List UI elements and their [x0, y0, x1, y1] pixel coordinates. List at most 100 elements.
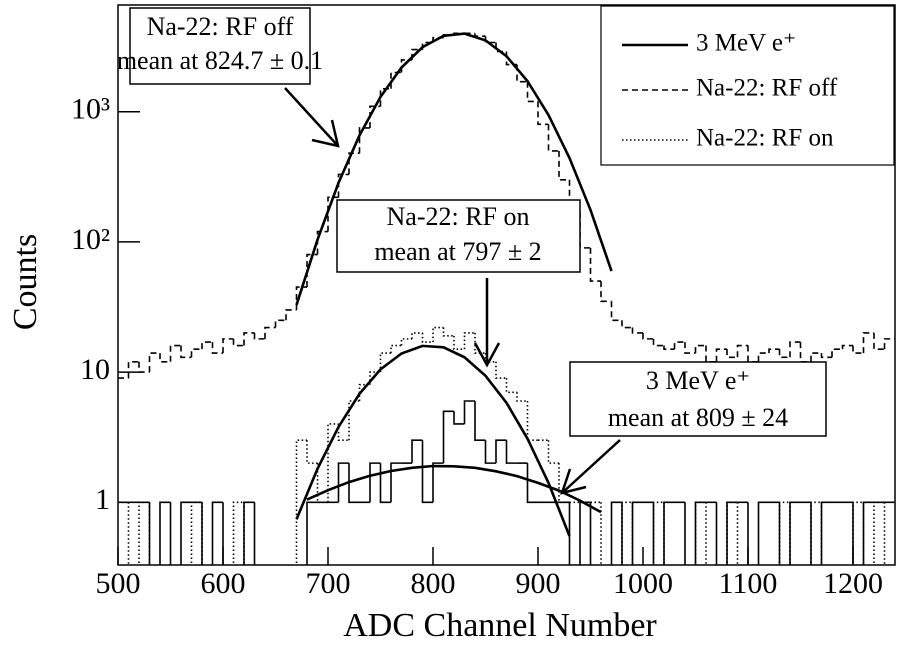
histogram-bin [222, 502, 224, 565]
histogram-bin [369, 105, 381, 128]
histogram-bin [652, 501, 664, 565]
histogram-bin [222, 338, 234, 354]
histogram-bin [873, 332, 885, 350]
histogram-bin [421, 440, 433, 504]
legend-label: Na-22: RF on [696, 125, 834, 152]
histogram-bin [526, 400, 538, 441]
histogram-bin [547, 124, 559, 152]
histogram-bin [358, 127, 370, 154]
histogram-bin [768, 348, 780, 354]
histogram-bin [558, 463, 570, 504]
histogram-bin [810, 352, 822, 362]
histogram-bin [736, 344, 748, 358]
arrow [284, 87, 339, 147]
x-tick-label: 700 [306, 567, 351, 600]
legend-box [600, 5, 895, 166]
annotation: Na-22: RF off mean at 824.7 ± 0.1 [117, 7, 340, 148]
histogram-bin [642, 332, 654, 340]
legend-label: Na-22: RF off [696, 75, 838, 102]
histogram-bin [348, 152, 360, 175]
histogram-bin [495, 42, 507, 53]
y-tick-label: 10² [71, 223, 110, 256]
histogram-bin [757, 501, 769, 565]
histogram-bin [316, 463, 328, 504]
histogram-bin [505, 440, 517, 464]
histogram-bin [463, 332, 475, 350]
histogram-bin [474, 400, 486, 441]
y-tick-label: 10³ [71, 93, 110, 126]
histogram-bin [589, 502, 592, 565]
histogram-bin [316, 230, 328, 255]
histogram-bin [474, 332, 486, 354]
histogram-bin [232, 338, 244, 347]
histogram-bin [127, 502, 130, 565]
histogram-bin [568, 502, 571, 565]
histogram-bin [348, 463, 360, 504]
y-axis-title: Counts [7, 234, 44, 330]
fit-curve [295, 32, 613, 306]
x-tick-label: 800 [411, 567, 456, 600]
histogram-bin [327, 423, 339, 503]
annotation-box [569, 361, 827, 437]
histogram-bin [673, 341, 685, 350]
histogram-bin [526, 463, 538, 504]
histogram-bin [264, 326, 276, 339]
histogram [118, 326, 886, 565]
histogram-bin [589, 247, 601, 282]
histogram-bin [295, 286, 307, 310]
histogram-bin [789, 502, 791, 565]
histogram-bin [852, 345, 864, 354]
annotation: 3 MeV e⁺ mean at 809 ± 24 [560, 361, 827, 495]
histogram-bin [453, 411, 465, 425]
histogram-bin [652, 338, 664, 347]
histogram-bin [862, 332, 874, 354]
x-tick-label: 500 [96, 567, 141, 600]
x-tick-label: 1000 [613, 567, 673, 600]
histogram-bin [558, 150, 570, 181]
histogram-bin [243, 332, 255, 346]
histogram-bin [274, 319, 286, 328]
histogram-bin [726, 501, 738, 565]
histogram-bin [369, 462, 381, 503]
histogram-bin [600, 281, 612, 303]
histogram-bin [211, 342, 223, 354]
histogram-bin [201, 341, 213, 350]
histogram-bin [841, 344, 853, 350]
histogram-bin [663, 502, 665, 565]
histogram-bin [831, 348, 843, 358]
x-tick-label: 600 [201, 567, 246, 600]
x-axis-title: ADC Channel Number [343, 607, 657, 644]
histogram-bin [715, 348, 727, 362]
histogram-bin [169, 502, 172, 565]
histogram-bin [684, 342, 696, 354]
histogram-bin [190, 348, 202, 358]
annotation-text: mean at 797 ± 2 [374, 237, 541, 266]
histogram-bin [253, 332, 265, 340]
legend-label: 3 MeV e⁺ [696, 30, 796, 57]
arrow-head [473, 342, 501, 368]
arrow-head [311, 119, 340, 148]
histogram-bin [495, 439, 507, 464]
arrow-head [560, 468, 587, 495]
fit-curve [295, 344, 571, 537]
histogram-bin [442, 327, 454, 337]
histogram-bin [505, 378, 517, 394]
histogram-bin [820, 502, 823, 565]
histogram-bin [411, 439, 423, 464]
histogram-bin [621, 320, 633, 329]
x-tick-label: 1200 [823, 567, 883, 600]
histogram-bin [747, 502, 749, 565]
frame [117, 4, 896, 566]
histogram-bin [432, 462, 444, 503]
annotation-text: mean at 809 ± 24 [608, 403, 788, 432]
histogram-bin [663, 345, 675, 350]
histogram-bin [337, 462, 349, 503]
histogram-bin [201, 502, 203, 565]
histogram-bin [873, 501, 885, 565]
histogram-bin [379, 463, 391, 504]
histogram-bin [180, 345, 192, 359]
histogram-bin [190, 501, 202, 565]
plot-area [118, 32, 895, 565]
histogram-bin [453, 335, 465, 350]
x-tick-label: 900 [516, 567, 561, 600]
